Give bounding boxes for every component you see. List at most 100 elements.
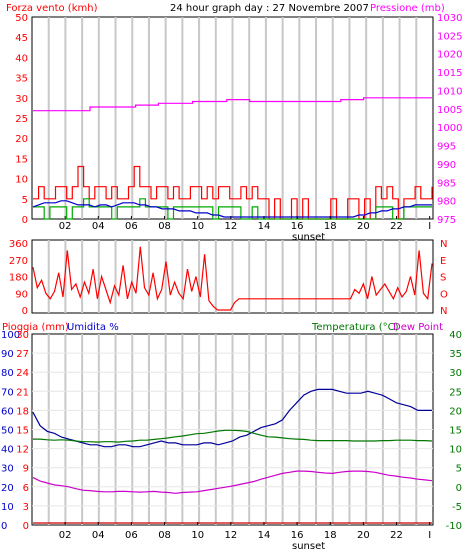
wind-gust-series xyxy=(33,165,433,220)
compass-label: S xyxy=(440,273,446,284)
left-tick-label: 40 xyxy=(15,53,28,64)
rain-tick-label: 27 xyxy=(16,349,29,360)
x-tick-label: 18 xyxy=(324,530,337,541)
pressure-axis-label: Pressione (mb) xyxy=(370,3,445,14)
left-tick-label: 50 xyxy=(15,13,28,24)
right-tick-label: 1005 xyxy=(437,105,462,116)
humidity-tick-label: 30 xyxy=(1,464,14,475)
humidity-tick-label: 80 xyxy=(1,368,14,379)
humidity-tick-label: 20 xyxy=(1,483,14,494)
temperature-tick-label: 10 xyxy=(449,445,462,456)
rain-tick-label: 15 xyxy=(16,426,29,437)
humidity-tick-label: 10 xyxy=(1,502,14,513)
x-tick-label: 02 xyxy=(59,221,72,232)
x-tick-label: 04 xyxy=(92,221,105,232)
x-tick-label: 12 xyxy=(224,221,237,232)
x-tick-label: 06 xyxy=(125,530,138,541)
compass-label: O xyxy=(440,289,448,300)
temperature-tick-label: 20 xyxy=(449,406,462,417)
right-tick-label: 1010 xyxy=(437,86,462,97)
temperature-series xyxy=(33,429,433,443)
x-tick-label: I xyxy=(428,530,431,541)
x-tick-label: 20 xyxy=(357,221,370,232)
direction-tick-label: 90 xyxy=(15,289,28,300)
direction-tick-label: 180 xyxy=(9,273,28,284)
left-tick-label: 35 xyxy=(15,74,28,85)
left-tick-label: 25 xyxy=(15,114,28,125)
left-tick-label: 45 xyxy=(15,33,28,44)
x-tick-label: 16 xyxy=(291,221,304,232)
right-tick-label: 995 xyxy=(437,142,456,153)
right-tick-label: 975 xyxy=(437,215,456,226)
left-tick-label: 0 xyxy=(22,215,28,226)
left-tick-label: 15 xyxy=(15,154,28,165)
right-tick-label: 1030 xyxy=(437,13,462,24)
x-tick-label: I xyxy=(428,221,431,232)
x-tick-label: 16 xyxy=(291,530,304,541)
rain-tick-label: 21 xyxy=(16,387,29,398)
rain-tick-label: 30 xyxy=(16,330,29,341)
x-tick-label: 12 xyxy=(224,530,237,541)
x-tick-label: 14 xyxy=(258,530,271,541)
humidity-tick-label: 0 xyxy=(1,521,7,532)
temperature-tick-label: 35 xyxy=(449,349,462,360)
x-tick-label: 06 xyxy=(125,221,138,232)
x-tick-label: 14 xyxy=(258,221,271,232)
rain-humidity-temperature-panel: 0102030405060708090100036912151821242730… xyxy=(1,322,462,552)
x-tick-label: 18 xyxy=(324,221,337,232)
x-tick-label: 22 xyxy=(390,221,403,232)
x-tick-label: 10 xyxy=(191,530,204,541)
temperature-tick-label: 30 xyxy=(449,368,462,379)
rain-tick-label: 9 xyxy=(23,464,29,475)
compass-label: E xyxy=(440,256,446,267)
temperature-tick-label: 0 xyxy=(456,483,462,494)
wind-axis-label: Forza vento (kmh) xyxy=(6,3,98,14)
left-tick-label: 5 xyxy=(22,195,28,206)
x-tick-label: 04 xyxy=(92,530,105,541)
direction-tick-label: 360 xyxy=(9,239,28,250)
wind-direction-series xyxy=(32,246,433,311)
right-tick-label: 980 xyxy=(437,197,456,208)
humidity-tick-label: 50 xyxy=(1,426,14,437)
temperature-tick-label: 40 xyxy=(449,330,462,341)
left-tick-label: 10 xyxy=(15,175,28,186)
direction-tick-label: 0 xyxy=(22,306,28,317)
right-tick-label: 1025 xyxy=(437,31,462,42)
x-tick-label: 10 xyxy=(191,221,204,232)
humidity-tick-label: 60 xyxy=(1,406,14,417)
right-tick-label: 1000 xyxy=(437,123,462,134)
x-tick-label: 02 xyxy=(59,530,72,541)
rain-tick-label: 0 xyxy=(23,521,29,532)
humidity-tick-label: 70 xyxy=(1,387,14,398)
direction-tick-label: 270 xyxy=(9,256,28,267)
right-tick-label: 1015 xyxy=(437,68,462,79)
humidity-tick-label: 100 xyxy=(1,330,20,341)
temperature-tick-label: 15 xyxy=(449,426,462,437)
right-tick-label: 985 xyxy=(437,178,456,189)
humidity-tick-label: 40 xyxy=(1,445,14,456)
left-tick-label: 30 xyxy=(15,94,28,105)
rain-axis-label: Pioggia (mm) xyxy=(2,322,69,333)
rain-tick-label: 12 xyxy=(16,445,29,456)
temperature-tick-label: -10 xyxy=(446,521,462,532)
rain-tick-label: 3 xyxy=(23,502,29,513)
left-tick-label: 20 xyxy=(15,134,28,145)
pressure-series xyxy=(33,97,432,112)
rain-tick-label: 24 xyxy=(16,368,29,379)
chart-title: 24 hour graph day : 27 Novembre 2007 xyxy=(170,3,369,14)
x-tick-label: 20 xyxy=(357,530,370,541)
temperature-tick-label: 25 xyxy=(449,387,462,398)
temperature-tick-label: 5 xyxy=(456,464,462,475)
compass-label: N xyxy=(440,239,447,250)
temperature-axis-label: Temperatura (°C) xyxy=(311,322,399,333)
right-tick-label: 1020 xyxy=(437,50,462,61)
sunset-marker-label: sunset xyxy=(292,541,325,552)
dew-point-series xyxy=(32,470,433,494)
humidity-tick-label: 90 xyxy=(1,349,14,360)
right-tick-label: 990 xyxy=(437,160,456,171)
wind-dir-line-series xyxy=(32,200,432,218)
x-tick-label: 08 xyxy=(158,530,171,541)
